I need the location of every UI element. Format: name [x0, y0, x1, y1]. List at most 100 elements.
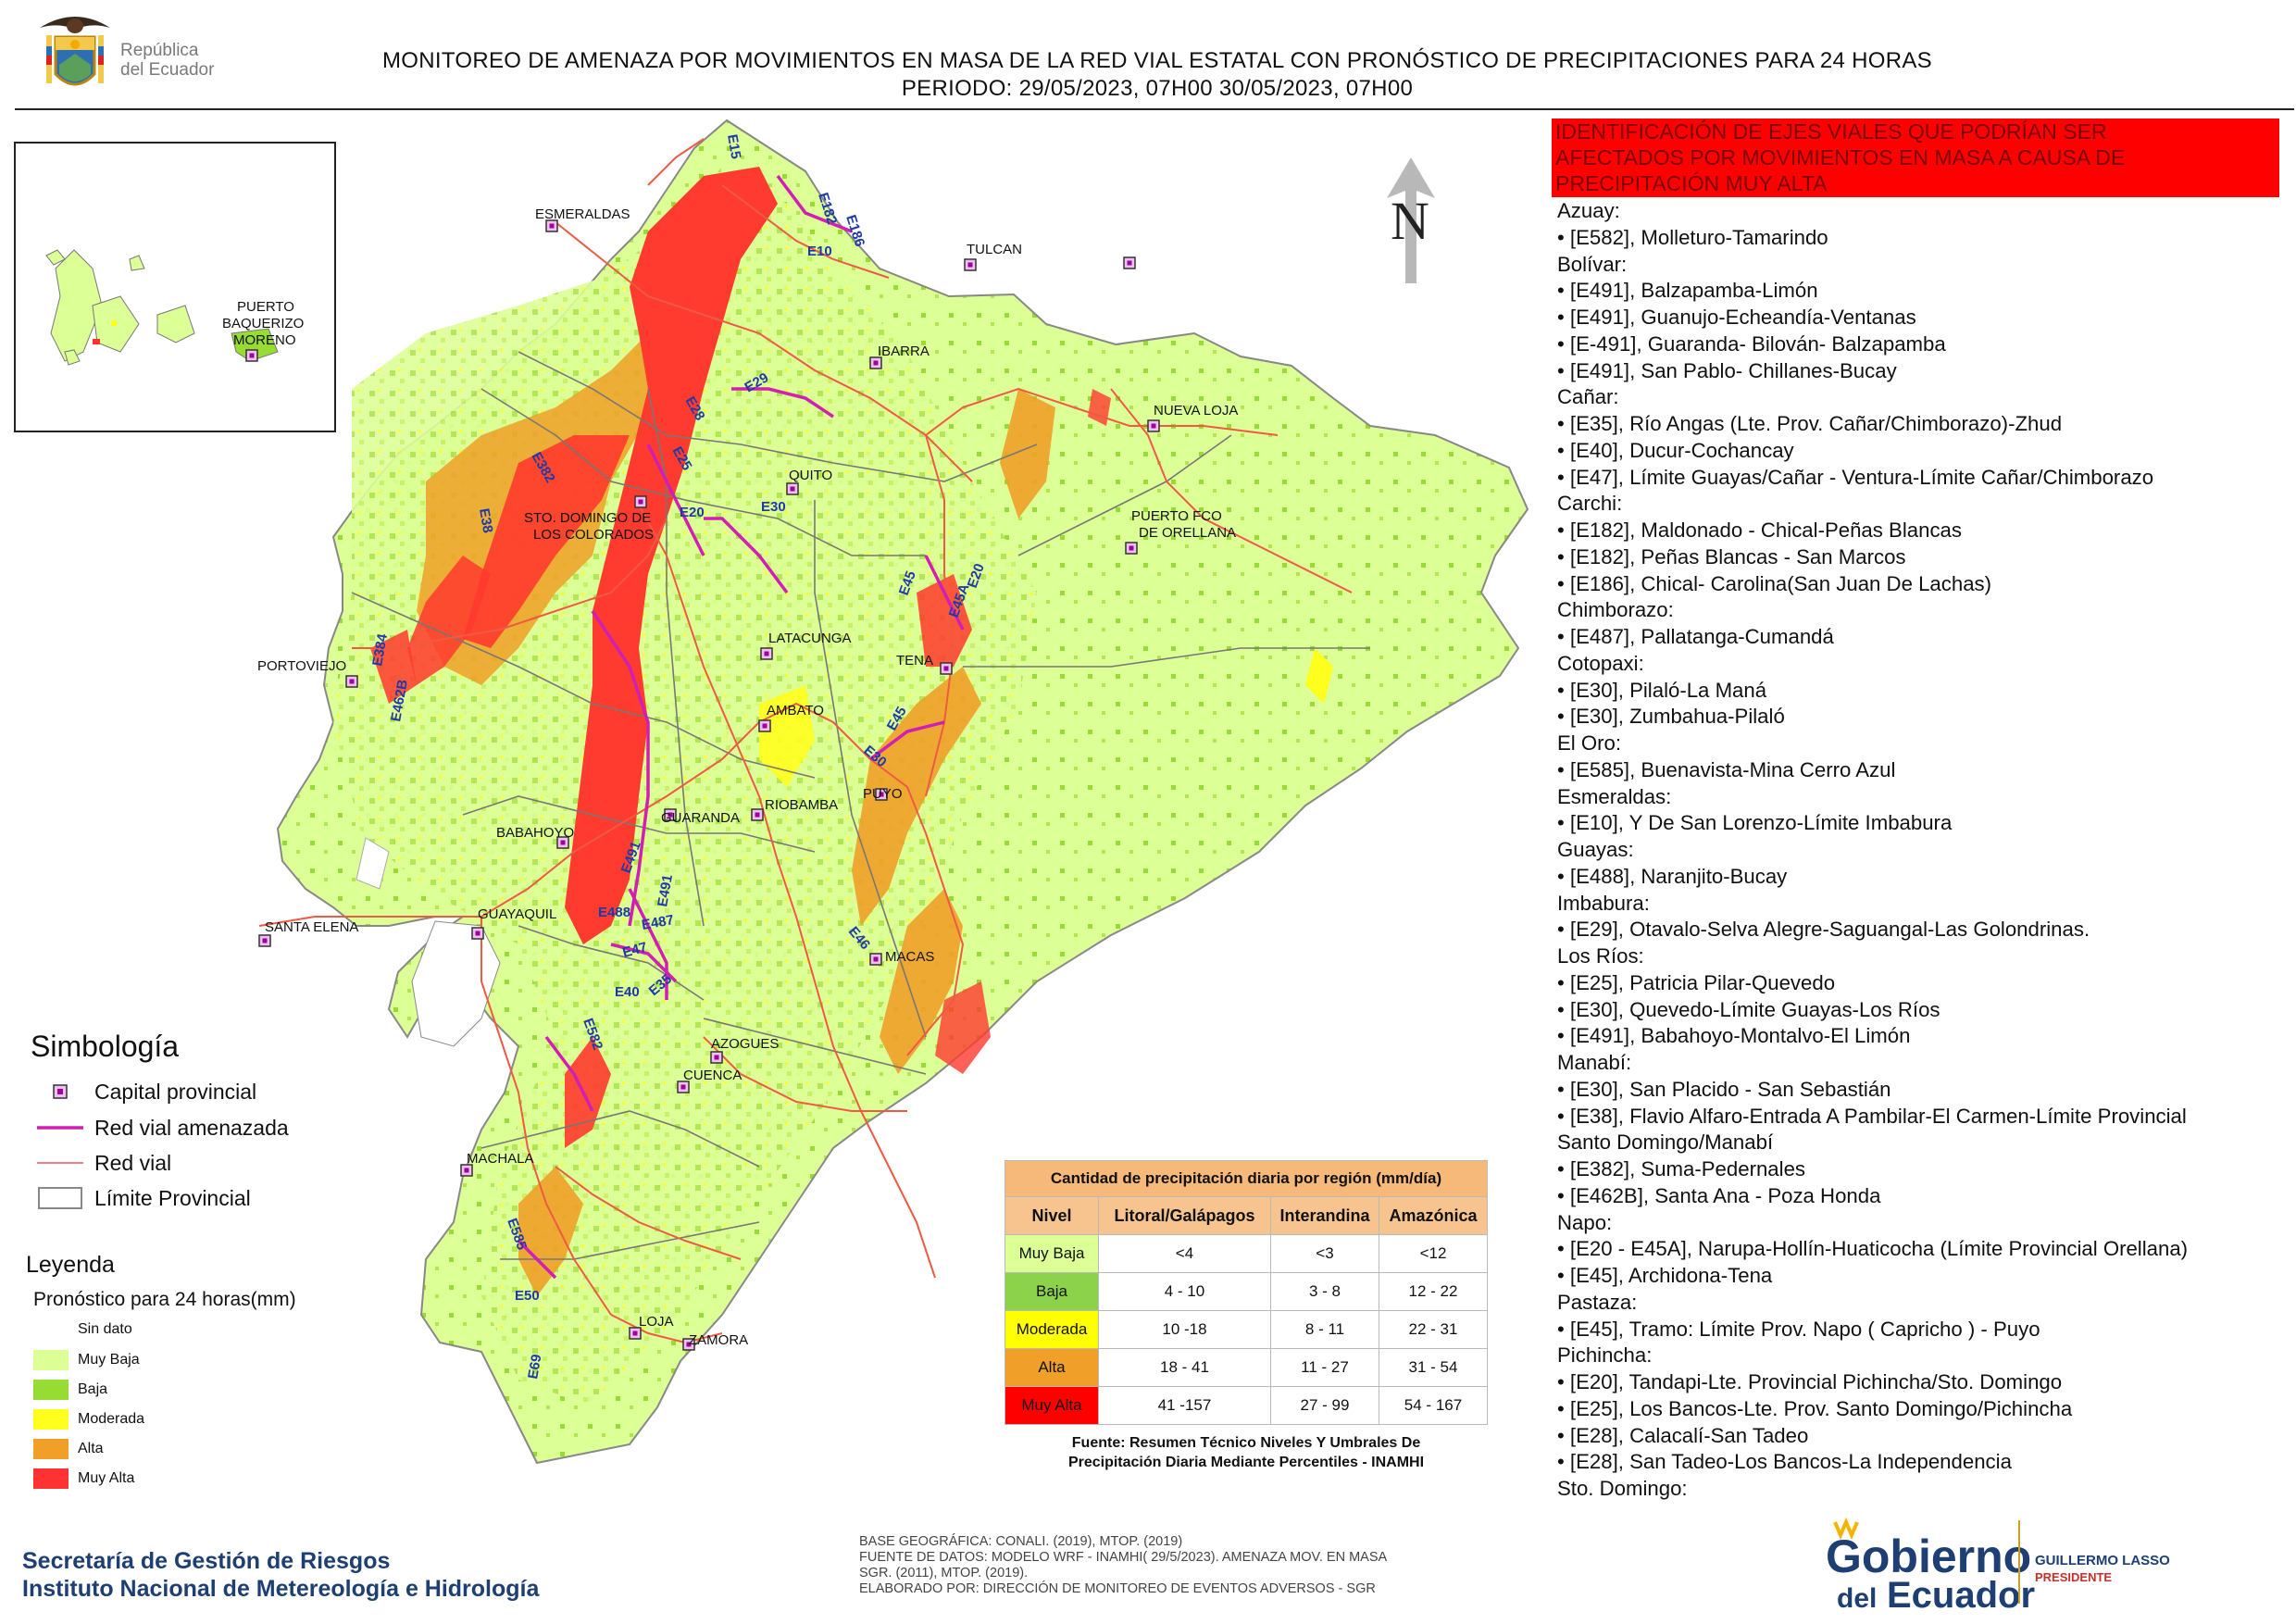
capital-marker	[786, 482, 799, 495]
symbology-item: Capital provincial	[37, 1078, 256, 1106]
affected-road-item: • [E25], Los Bancos-Lte. Prov. Santo Dom…	[1557, 1396, 2073, 1420]
city-label: IBARRA	[878, 344, 930, 359]
legend-item: Moderada	[33, 1408, 144, 1430]
map-period: PERIODO: 29/05/2023, 07H00 30/05/2023, 0…	[901, 76, 1414, 101]
legend-label: Baja	[78, 1381, 108, 1397]
water-bodies	[356, 837, 501, 1047]
table-row: Muy Baja <4 <3 <12	[1004, 1234, 1488, 1273]
affected-road-item: • [E382], Suma-Pedernales	[1557, 1157, 1806, 1181]
city-label: LATACUNGA	[768, 631, 851, 646]
symbology-label: Red vial	[94, 1150, 172, 1175]
capital-marker	[1123, 256, 1136, 269]
city-label: PUERTO FCO	[1131, 508, 1222, 524]
value-cell: 31 - 54	[1379, 1348, 1488, 1387]
city-label: RIOBAMBA	[765, 797, 838, 813]
provincial-capital-markers	[258, 219, 1160, 1351]
affected-road-item: • [E30], Quevedo-Límite Guayas-Los Ríos	[1557, 997, 1940, 1021]
republica-line1: República	[120, 41, 199, 60]
legend-swatch	[33, 1350, 69, 1370]
precipitation-zones	[333, 167, 1333, 1407]
credits-line: ELABORADO POR: DIRECCIÓN DE MONITOREO DE…	[859, 1581, 1376, 1596]
value-cell: 18 - 41	[1098, 1348, 1271, 1387]
affected-road-item: • [E30], Zumbahua-Pilaló	[1557, 705, 1785, 729]
capital-marker	[664, 808, 677, 821]
legend-label: Alta	[78, 1441, 104, 1456]
city-label: QUITO	[789, 468, 832, 483]
capital-marker	[682, 1338, 695, 1351]
value-cell: 4 - 10	[1098, 1272, 1271, 1311]
province-heading: Los Ríos:	[1557, 944, 1644, 968]
gobierno-word: Gobierno	[1826, 1530, 2031, 1582]
legend-swatch	[33, 1319, 69, 1340]
symbology-title: Simbología	[31, 1030, 180, 1063]
legend-label: Muy Alta	[78, 1470, 135, 1486]
road-label: E30	[761, 499, 786, 515]
capital-marker	[751, 808, 764, 821]
affected-road-item: • [E30], San Placido - San Sebastián	[1557, 1077, 1891, 1101]
province-heading: El Oro:	[1557, 731, 1622, 755]
level-cell: Moderada	[1004, 1310, 1099, 1349]
legend-item: Baja	[33, 1379, 107, 1401]
symbology-label: Capital provincial	[94, 1079, 257, 1104]
province-heading: Esmeraldas:	[1557, 784, 1672, 808]
credits-line: BASE GEOGRÁFICA: CONALI. (2019), MTOP. (…	[859, 1534, 1183, 1549]
provincial-limit-box-icon	[37, 1186, 83, 1210]
legend-label: Moderada	[78, 1411, 145, 1427]
symbology-item: Límite Provincial	[37, 1184, 251, 1212]
affected-road-item: • [E10], Y De San Lorenzo-Límite Imbabur…	[1557, 811, 1953, 835]
symbology-item: Red vial amenazada	[37, 1114, 289, 1142]
affected-road-item: • [E20 - E45A], Narupa-Hollín-Huaticocha…	[1557, 1237, 2189, 1261]
affected-road-item: • [E491], Babahoyo-Montalvo-El Limón	[1557, 1024, 1911, 1048]
provincial-limits	[351, 351, 1370, 1260]
province-heading: Carchi:	[1557, 492, 1623, 516]
affected-road-item: • [E20], Tandapi-Lte. Provincial Pichinc…	[1557, 1370, 2063, 1393]
value-cell: 3 - 8	[1270, 1272, 1379, 1311]
affected-road-item: • [E491], Guanujo-Echeandía-Ventanas	[1557, 306, 1916, 329]
province-heading: Napo:	[1557, 1210, 1613, 1234]
table-row: Baja 4 - 10 3 - 8 12 - 22	[1004, 1272, 1488, 1311]
capital-marker	[634, 495, 647, 508]
road-label: E50	[515, 1288, 540, 1304]
affected-road-item: • [E28], San Tadeo-Los Bancos-La Indepen…	[1557, 1450, 2012, 1474]
alert-line: AFECTADOS POR MOVIMIENTOS EN MASA A CAUS…	[1555, 145, 2126, 169]
level-cell: Baja	[1004, 1272, 1099, 1311]
province-heading: Imbabura:	[1557, 891, 1650, 915]
capital-marker	[245, 349, 258, 362]
province-heading: Sto. Domingo:	[1557, 1477, 1688, 1500]
capital-marker	[710, 1051, 723, 1064]
affected-road-item: • [E491], San Pablo- Chillanes-Bucay	[1557, 358, 1897, 382]
president-title: PRESIDENTE	[2035, 1570, 2112, 1584]
ecuador-precipitation-map: ESMERALDAS TULCAN IBARRA NUEVA LOJA QUIT…	[14, 119, 1529, 1465]
republica-coat-of-arms-logo	[35, 9, 115, 100]
city-label: NUEVA LOJA	[1154, 403, 1238, 418]
alert-title: IDENTIFICACIÓN DE EJES VIALES QUE PODRÍA…	[1555, 119, 2277, 196]
republica-name: República del Ecuador	[120, 41, 214, 80]
president-name: GUILLERMO LASSO	[2035, 1553, 2170, 1568]
alert-banner	[1552, 119, 2279, 197]
city-label: GUAYAQUIL	[478, 906, 556, 922]
capital-marker	[677, 1081, 690, 1093]
affected-road-item: • [E582], Molleturo-Tamarindo	[1557, 225, 1828, 249]
affected-road-item: • [E585], Buenavista-Mina Cerro Azul	[1557, 757, 1896, 781]
threatened-roads	[517, 174, 965, 1280]
affected-road-item: • [E186], Chical- Carolina(San Juan De L…	[1557, 571, 1992, 595]
institution-inamhi: Instituto Nacional de Metereología e Hid…	[22, 1576, 540, 1602]
city-label: MORENO	[233, 332, 296, 348]
capital-marker	[964, 258, 977, 271]
affected-road-item: • [E488], Naranjito-Bucay	[1557, 864, 1788, 888]
legend-subtitle: Pronóstico para 24 horas(mm)	[33, 1289, 296, 1310]
province-heading: Pichincha:	[1557, 1343, 1653, 1368]
affected-road-item: • [E182], Maldonado - Chical-Peñas Blanc…	[1557, 518, 1962, 542]
republica-line2: del Ecuador	[120, 60, 215, 80]
affected-road-item: • [E35], Río Angas (Lte. Prov. Cañar/Chi…	[1557, 412, 2063, 435]
table-header: Amazónica	[1379, 1196, 1488, 1235]
city-label: SANTA ELENA	[265, 919, 358, 935]
value-cell: 10 -18	[1098, 1310, 1271, 1349]
city-label: GUARANDA	[661, 810, 740, 826]
affected-road-item: • [E47], Límite Guayas/Cañar - Ventura-L…	[1557, 465, 2154, 489]
affected-road-item: • [E25], Patricia Pilar-Quevedo	[1557, 970, 1836, 994]
capital-marker	[869, 356, 882, 369]
capital-marker	[545, 219, 558, 232]
city-label: CUENCA	[683, 1068, 742, 1083]
map-credits: BASE GEOGRÁFICA: CONALI. (2019), MTOP. (…	[859, 1534, 1387, 1597]
